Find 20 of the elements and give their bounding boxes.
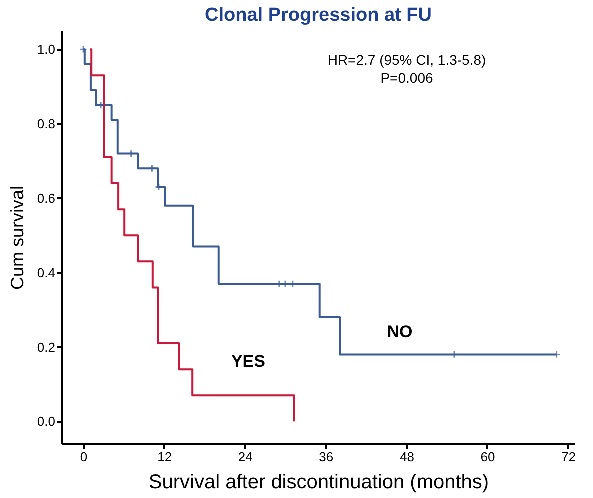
y-tick-label: 0.2 [37, 340, 56, 355]
x-tick-label: 36 [319, 450, 334, 464]
y-tick-label: 0.4 [37, 265, 56, 280]
y-tick-label: 0.0 [37, 414, 56, 430]
y-tick-label: 1.0 [37, 42, 56, 58]
y-tick-label: 0.6 [37, 190, 56, 206]
x-tick-label: 60 [480, 450, 496, 464]
x-tick-label: 24 [238, 450, 253, 464]
series-label: NO [387, 322, 413, 342]
x-tick-label: 48 [400, 450, 414, 464]
x-tick-label: 72 [562, 450, 576, 464]
y-axis-title: Cum survival [7, 186, 28, 290]
y-tick-label: 0.8 [37, 116, 56, 132]
x-tick-label: 12 [158, 450, 172, 464]
chart-title: Clonal Progression at FU [205, 5, 432, 26]
annotation: HR=2.7 (95% CI, 1.3-5.8) [328, 52, 486, 68]
annotation: P=0.006 [380, 70, 434, 86]
series-label: YES [231, 352, 266, 372]
x-tick-label: 0 [80, 450, 88, 464]
x-axis-title: Survival after discontinuation (months) [148, 472, 490, 494]
